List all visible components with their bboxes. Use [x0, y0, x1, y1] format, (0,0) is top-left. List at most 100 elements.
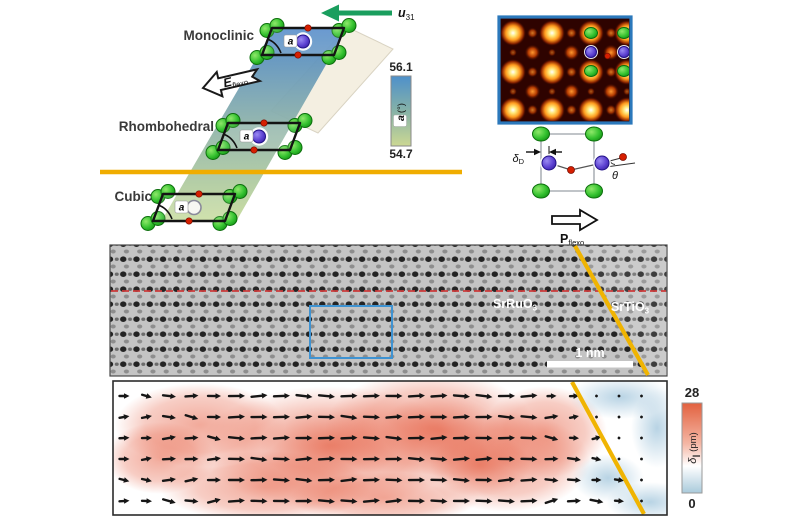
vector-arrow [362, 477, 380, 483]
vector-shaft [161, 394, 174, 398]
vector-arrow [227, 497, 245, 504]
vector-head [486, 498, 493, 504]
vector-arrow [161, 456, 176, 462]
atom-oxygen [185, 217, 193, 225]
film-label: SrRuO3 [493, 297, 538, 313]
unit-cell-cubic: a [140, 184, 248, 231]
vector-head [169, 498, 176, 505]
vector-head [552, 497, 559, 504]
vector-arrow [475, 414, 493, 420]
vector-arrow [452, 477, 470, 484]
vector-head [239, 414, 245, 420]
displacement-colorbar-min: 0 [688, 496, 695, 511]
vector-shaft [430, 499, 445, 503]
dim-atom-blob [509, 87, 517, 96]
cubic-label: Cubic [114, 189, 152, 204]
vector-head [419, 435, 425, 441]
vector-head [123, 414, 130, 420]
substrate-subscript: 3 [645, 307, 650, 316]
vector-head [509, 435, 515, 441]
vector-head [239, 456, 245, 462]
vector-head [419, 456, 425, 463]
vector-shaft [317, 499, 333, 503]
vector-head [146, 498, 152, 504]
atom-green [297, 113, 313, 128]
vector-arrow [520, 435, 538, 441]
vector-arrow [385, 413, 403, 420]
vector-arrow [544, 497, 559, 505]
vector-head [284, 393, 290, 399]
vector-head [464, 414, 470, 420]
vector-head [261, 477, 268, 483]
vector-arrow [118, 477, 130, 483]
atom-oxygen [260, 119, 268, 127]
p-arrow-label: Pflexo [560, 232, 584, 247]
vector-arrow [591, 456, 602, 462]
vector-head [509, 476, 515, 483]
vector-dot [640, 415, 643, 419]
vector-shaft [362, 436, 378, 440]
vector-arrow [250, 498, 268, 504]
dim-atom-blob [563, 83, 580, 100]
vector-arrow [520, 498, 538, 504]
vector-arrow [452, 498, 470, 504]
vector-shaft [407, 394, 423, 398]
vector-head [170, 393, 176, 399]
vector-head [329, 393, 335, 400]
vector-shaft [544, 498, 556, 505]
vector-head [261, 498, 268, 504]
angle-label-box [239, 129, 254, 143]
vector-head [552, 435, 559, 442]
vector-head [351, 476, 358, 483]
atom-oxygen [195, 190, 203, 198]
roi-box [309, 305, 393, 359]
vector-shaft [407, 456, 423, 461]
vector-arrow [566, 498, 581, 504]
vector-arrow [295, 393, 313, 400]
vector-arrow [295, 498, 313, 504]
inset-overlay-atoms [584, 27, 629, 77]
angle-label: a [288, 37, 294, 48]
vector-head [306, 455, 313, 462]
vector-head [192, 498, 199, 504]
rhombohedral-label: Rhombohedral [119, 119, 214, 134]
vector-arrow [430, 456, 448, 463]
vector-arrow [617, 394, 621, 398]
vector-head [170, 414, 176, 420]
atom-b-site [252, 129, 266, 144]
vector-head [374, 477, 380, 483]
vector-head [351, 393, 358, 399]
vector-arrow [272, 477, 290, 483]
film-base: SrRuO [493, 297, 533, 311]
vector-arrow [140, 477, 152, 483]
vector-shaft [430, 457, 445, 461]
vector-arrow [250, 435, 268, 441]
vector-arrow [589, 498, 604, 505]
vector-head [351, 456, 358, 462]
vector-head [396, 456, 403, 462]
angle-colorbar-label-text: a (°) [395, 103, 407, 121]
vector-head [284, 434, 290, 441]
vector-arrow [162, 498, 176, 505]
field-arrow-shape [201, 67, 263, 99]
vector-arrow [566, 477, 581, 483]
strain-arrow-head [321, 4, 339, 22]
vector-head [239, 435, 245, 442]
vector-arrow [430, 434, 448, 441]
vector-head [374, 497, 380, 504]
bright-atom-blob [539, 97, 565, 121]
vector-head [169, 434, 176, 441]
vector-arrow [317, 393, 335, 400]
vector-head [464, 498, 470, 504]
vector-arrow [385, 435, 403, 442]
vector-head [123, 456, 130, 462]
vector-head [192, 393, 199, 399]
vector-arrow [317, 456, 335, 462]
zoom-inset [497, 15, 633, 125]
schematic-atom-blue [594, 155, 610, 171]
vector-shaft [362, 415, 378, 419]
vector-arrow [497, 414, 515, 421]
vector-head [123, 435, 130, 441]
vector-head [396, 413, 403, 420]
schematic-atom-green [585, 126, 603, 142]
